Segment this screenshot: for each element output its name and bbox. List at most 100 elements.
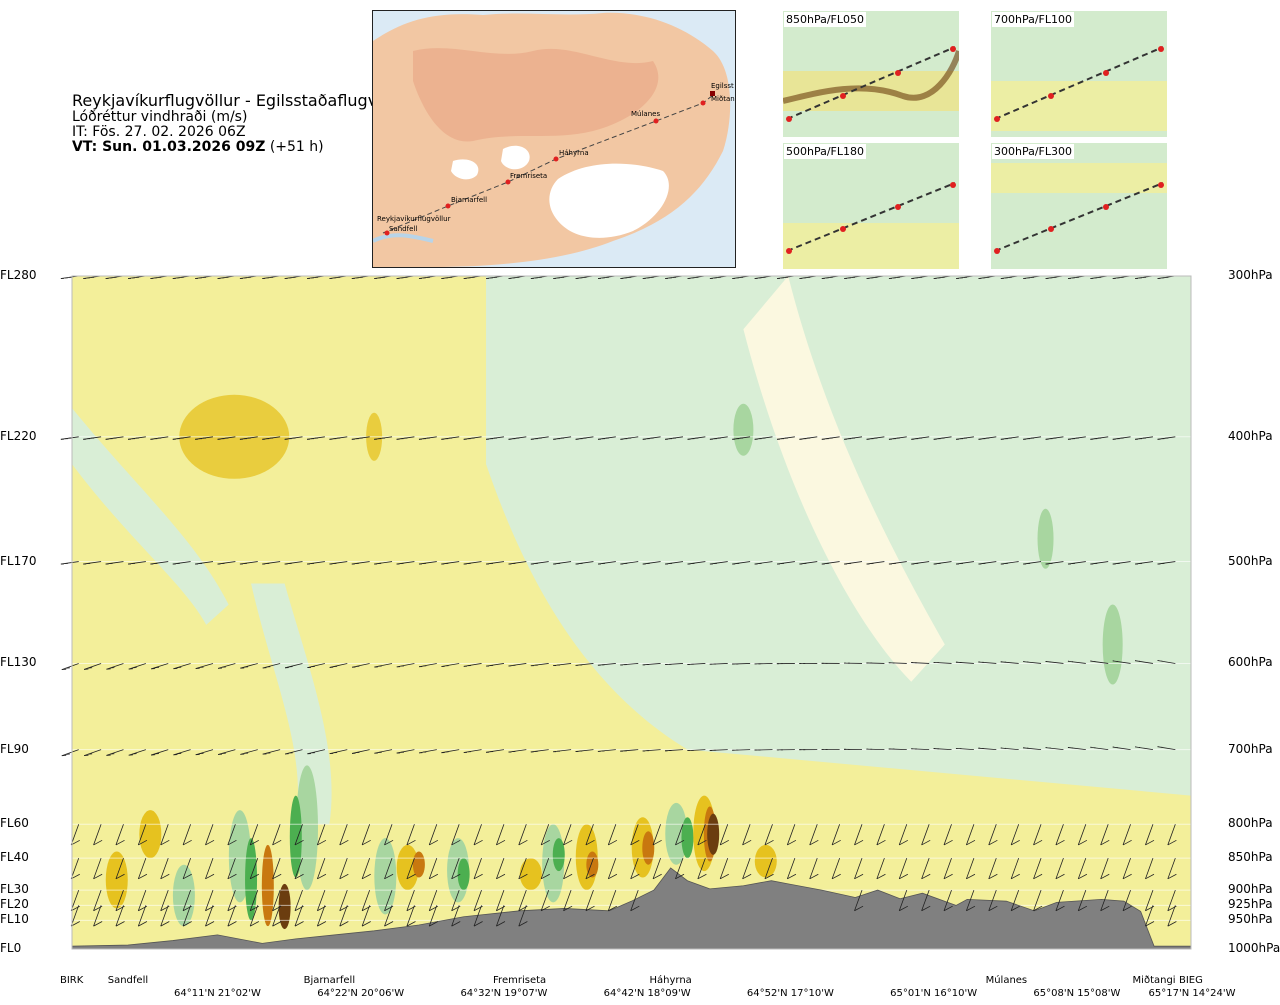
- pressure-label: 500hPa: [1228, 553, 1273, 568]
- wind-barb: [854, 889, 864, 912]
- wind-barb: [597, 561, 616, 565]
- wind-barb: [697, 858, 707, 880]
- mini-map-500-svg: [783, 143, 959, 269]
- field-column: [412, 851, 425, 878]
- wind-barb: [316, 824, 327, 846]
- wind-barb: [307, 561, 325, 565]
- field-column: [105, 851, 128, 909]
- wind-barb: [540, 858, 550, 880]
- waypoint-label: Miðtangi: [1132, 975, 1176, 986]
- wind-barb: [642, 749, 661, 752]
- pressure-label: 900hPa: [1228, 882, 1273, 897]
- coordinate-label: 65°08'N 15°08'W: [1033, 988, 1121, 999]
- wind-barb: [978, 661, 997, 664]
- fl-label: FL90: [0, 741, 29, 756]
- fl-label: FL130: [0, 655, 37, 670]
- map-point-hahyrna: [553, 156, 559, 162]
- wind-barb: [898, 889, 909, 912]
- wind-barb: [217, 749, 236, 755]
- wind-barb: [361, 905, 371, 927]
- wind-barb: [898, 858, 909, 880]
- wind-barb: [316, 858, 327, 880]
- wind-barb: [61, 749, 79, 757]
- wind-barb: [530, 436, 549, 440]
- mini-map-850: 850hPa/FL050: [782, 10, 960, 138]
- wind-barb: [1167, 824, 1177, 846]
- wind-barb: [83, 436, 102, 440]
- wind-barb: [428, 858, 439, 880]
- wind-barb: [966, 858, 976, 880]
- wind-barb: [1077, 889, 1088, 912]
- wind-barb: [575, 663, 594, 666]
- wind-barb: [754, 561, 773, 565]
- wind-barb: [486, 436, 504, 440]
- field-column: [707, 813, 720, 855]
- wind-barb: [866, 436, 885, 440]
- wind-barb: [496, 905, 506, 927]
- fl-label: FL10: [0, 912, 29, 927]
- wind-barb: [732, 663, 751, 665]
- wind-barb: [1067, 436, 1086, 440]
- wind-barb: [1077, 858, 1088, 880]
- wind-barb: [943, 889, 953, 912]
- wind-barb: [195, 561, 214, 565]
- wind-barb: [1157, 436, 1176, 440]
- wind-barb: [888, 561, 907, 565]
- wind-barb: [933, 436, 952, 440]
- field-streak-up-west: [72, 408, 229, 625]
- wind-barb: [911, 561, 930, 565]
- field-streak-up-west: [251, 583, 332, 825]
- wind-barb: [396, 749, 415, 754]
- waypoint-label: Fremriseta: [493, 975, 547, 986]
- pressure-label: 700hPa: [1228, 741, 1273, 756]
- wind-barb: [1100, 858, 1110, 880]
- wind-barb: [351, 749, 370, 754]
- wind-barb: [463, 436, 482, 440]
- field-column: [552, 838, 565, 872]
- wind-barb: [921, 889, 931, 912]
- wind-barb: [1000, 436, 1019, 440]
- map-point-sandfell: [384, 230, 390, 236]
- wind-barb: [106, 663, 124, 670]
- wind-barb: [754, 436, 773, 440]
- wind-barb: [173, 663, 191, 670]
- wind-barb: [1045, 747, 1064, 751]
- wind-barb: [1090, 561, 1109, 565]
- mini-map-300-label: 300hPa/FL300: [992, 144, 1075, 159]
- wind-barb: [978, 747, 997, 751]
- wind-barb: [742, 824, 752, 846]
- wind-barb: [876, 824, 886, 846]
- wind-barb: [374, 436, 393, 440]
- field-cell-up: [733, 403, 754, 456]
- wind-barb: [597, 436, 616, 440]
- fl-label: FL40: [0, 850, 29, 865]
- wind-barb: [83, 561, 102, 565]
- wind-barb: [585, 889, 595, 912]
- wind-barb: [329, 663, 348, 668]
- wind-barb: [786, 824, 797, 846]
- wind-barb: [93, 858, 103, 880]
- wind-barb: [339, 858, 349, 880]
- chart-header: Reykjavíkurflugvöllur - Egilsstaðaflugvö…: [72, 92, 413, 155]
- wind-barb: [563, 824, 573, 846]
- wind-barb: [463, 561, 482, 565]
- coordinate-label: 64°22'N 20°06'W: [317, 988, 405, 999]
- coordinate-label: 65°17'N 14°24'W: [1148, 988, 1236, 999]
- wind-barb: [956, 436, 974, 440]
- glacier-hofsjokull: [451, 159, 479, 180]
- wind-barb: [160, 824, 170, 846]
- wind-barb: [898, 824, 909, 846]
- wind-barb: [384, 858, 394, 880]
- wind-barb: [1010, 889, 1020, 912]
- mini-map-300-svg: [991, 143, 1167, 269]
- map-label-reykjavik: Reykjavíkurflugvöllur: [377, 215, 451, 223]
- wind-barb: [93, 905, 103, 927]
- wind-barb: [361, 858, 371, 880]
- map-label-fremriseta: Fremriseta: [510, 172, 547, 180]
- wind-barb: [620, 749, 639, 752]
- wind-barb: [339, 905, 349, 927]
- wind-barb: [1090, 660, 1109, 664]
- wind-barb: [821, 561, 840, 565]
- wind-barb: [1055, 824, 1065, 846]
- wind-barb: [496, 824, 506, 846]
